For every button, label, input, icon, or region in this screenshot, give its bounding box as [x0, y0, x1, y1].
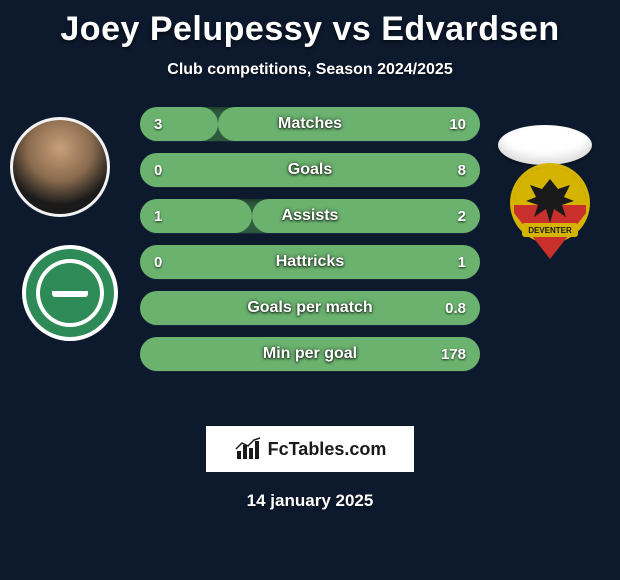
footer-brand-badge: FcTables.com: [205, 425, 415, 473]
footer-brand-text: FcTables.com: [268, 439, 387, 460]
page-title: Joey Pelupessy vs Edvardsen: [0, 10, 620, 49]
stat-bar-goals-per-match: Goals per match 0.8: [140, 291, 480, 325]
stat-value-left: 1: [154, 208, 162, 225]
stat-fill-right: [218, 107, 480, 141]
subtitle: Club competitions, Season 2024/2025: [0, 61, 620, 79]
stat-label: Hattricks: [276, 253, 344, 271]
club-right-badge: DEVENTER: [500, 161, 600, 261]
stat-value-left: 0: [154, 254, 162, 271]
chart-icon: [234, 435, 262, 463]
stat-value-right: 0.8: [445, 300, 466, 317]
stat-value-left: 0: [154, 162, 162, 179]
stat-value-right: 8: [458, 162, 466, 179]
stat-value-right: 2: [458, 208, 466, 225]
stat-bars: 3 Matches 10 0 Goals 8 1 Assists 2: [140, 107, 480, 371]
stat-label: Matches: [278, 115, 342, 133]
comparison-card: Joey Pelupessy vs Edvardsen Club competi…: [0, 0, 620, 580]
stat-bar-hattricks: 0 Hattricks 1: [140, 245, 480, 279]
club-left-badge: [20, 243, 120, 343]
stat-value-left: 3: [154, 116, 162, 133]
stat-label: Min per goal: [263, 345, 357, 363]
stat-bar-assists: 1 Assists 2: [140, 199, 480, 233]
stat-fill-left: [140, 107, 218, 141]
stat-label: Goals: [288, 161, 332, 179]
stat-bar-goals: 0 Goals 8: [140, 153, 480, 187]
main-content: DEVENTER 3 Matches 10 0 Goals 8 1: [0, 107, 620, 407]
stat-bar-matches: 3 Matches 10: [140, 107, 480, 141]
stat-value-right: 1: [458, 254, 466, 271]
player-left-avatar: [10, 117, 110, 217]
date-text: 14 january 2025: [0, 491, 620, 511]
stat-bar-min-per-goal: Min per goal 178: [140, 337, 480, 371]
club-right-banner-text: DEVENTER: [528, 226, 572, 235]
stat-label: Goals per match: [247, 299, 372, 317]
stat-label: Assists: [282, 207, 339, 225]
stat-value-right: 10: [449, 116, 466, 133]
stat-value-right: 178: [441, 346, 466, 363]
player-right-avatar: [498, 125, 592, 165]
